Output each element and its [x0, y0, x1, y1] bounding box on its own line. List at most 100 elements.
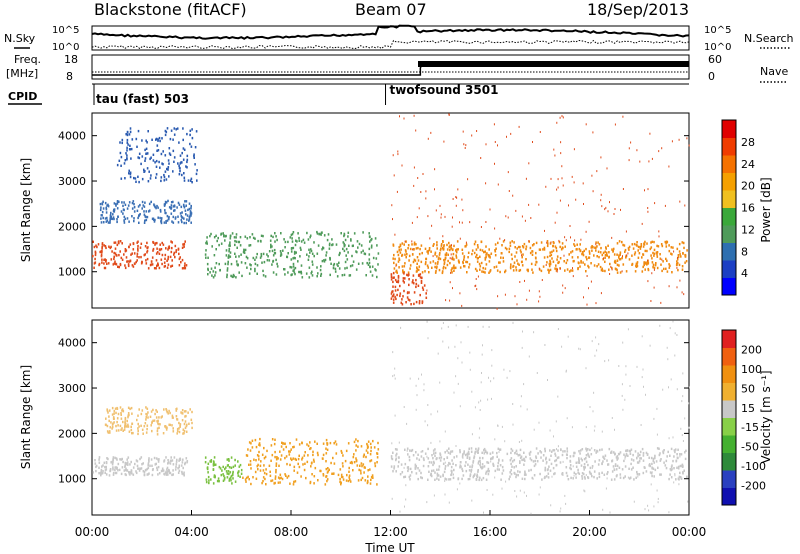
data-point — [366, 444, 369, 447]
data-point — [513, 466, 515, 469]
data-point — [426, 455, 428, 458]
data-point — [157, 419, 159, 422]
data-point — [402, 277, 405, 280]
data-point — [430, 472, 432, 476]
data-point — [509, 475, 511, 478]
data-point — [232, 470, 234, 474]
data-point — [649, 464, 651, 468]
data-point — [577, 468, 579, 472]
data-point — [350, 239, 352, 242]
data-point — [614, 261, 617, 264]
data-point — [628, 467, 630, 470]
data-point — [141, 409, 144, 412]
data-point — [447, 325, 449, 328]
data-point — [392, 301, 395, 304]
data-point — [404, 505, 405, 508]
data-point — [646, 242, 648, 245]
data-point — [474, 240, 477, 243]
data-point — [627, 476, 629, 479]
colorbar-tick-label: 8 — [741, 245, 748, 258]
data-point — [311, 263, 314, 266]
data-point — [254, 269, 256, 273]
data-point — [569, 459, 571, 463]
data-point — [633, 478, 635, 481]
data-point — [525, 177, 527, 180]
data-point — [592, 190, 594, 193]
data-point — [581, 477, 584, 480]
data-point — [299, 255, 301, 258]
data-point — [524, 472, 526, 475]
data-point — [165, 470, 167, 474]
data-point — [600, 292, 602, 295]
data-point — [455, 256, 458, 259]
data-point — [163, 459, 166, 462]
data-point — [618, 240, 621, 243]
data-point — [374, 237, 377, 240]
data-point — [544, 476, 546, 479]
data-point — [397, 274, 400, 278]
data-point — [562, 246, 564, 250]
data-point — [258, 443, 260, 446]
data-point — [426, 320, 428, 323]
data-point — [434, 251, 437, 254]
data-point — [662, 260, 664, 263]
data-point — [137, 467, 139, 470]
data-point — [183, 471, 185, 474]
data-point — [473, 242, 476, 246]
data-point — [173, 209, 175, 212]
data-point — [357, 246, 359, 249]
data-point — [294, 272, 296, 276]
data-point — [151, 256, 154, 259]
data-point — [110, 211, 112, 215]
data-point — [227, 262, 229, 266]
data-point — [327, 470, 330, 473]
data-point — [430, 474, 433, 478]
data-point — [112, 471, 115, 475]
data-point — [162, 243, 165, 246]
data-point — [342, 241, 345, 244]
data-point — [670, 252, 672, 255]
data-point — [160, 221, 163, 225]
data-point — [523, 459, 526, 462]
data-point — [659, 452, 661, 455]
data-point — [494, 438, 496, 441]
colorbar-segment — [722, 207, 736, 226]
data-point — [653, 475, 655, 478]
data-point — [409, 474, 412, 477]
data-point — [476, 130, 478, 132]
data-point — [181, 211, 183, 214]
data-point — [395, 470, 397, 473]
data-point — [400, 248, 402, 251]
data-point — [332, 243, 334, 246]
data-point — [632, 459, 635, 462]
data-point — [169, 153, 172, 156]
data-point — [601, 448, 603, 451]
data-point — [411, 243, 413, 246]
data-point — [598, 243, 601, 246]
data-point — [516, 495, 518, 498]
data-point — [100, 472, 103, 475]
data-point — [421, 286, 424, 289]
data-point — [121, 427, 123, 430]
data-point — [641, 447, 644, 451]
data-point — [647, 259, 649, 262]
data-point — [461, 304, 463, 307]
data-point — [526, 268, 529, 272]
data-point — [166, 214, 169, 218]
data-point — [360, 251, 363, 254]
data-point — [143, 205, 146, 208]
data-point — [297, 462, 299, 466]
data-point — [577, 261, 580, 264]
data-point — [499, 261, 501, 264]
data-point — [638, 473, 641, 476]
data-point — [272, 271, 275, 274]
data-point — [535, 447, 538, 450]
data-point — [327, 233, 330, 236]
data-point — [117, 469, 119, 472]
data-point — [225, 254, 228, 257]
data-point — [585, 123, 587, 126]
data-point — [138, 152, 141, 155]
data-point — [130, 425, 132, 428]
data-point — [661, 269, 663, 273]
data-point — [686, 137, 688, 140]
